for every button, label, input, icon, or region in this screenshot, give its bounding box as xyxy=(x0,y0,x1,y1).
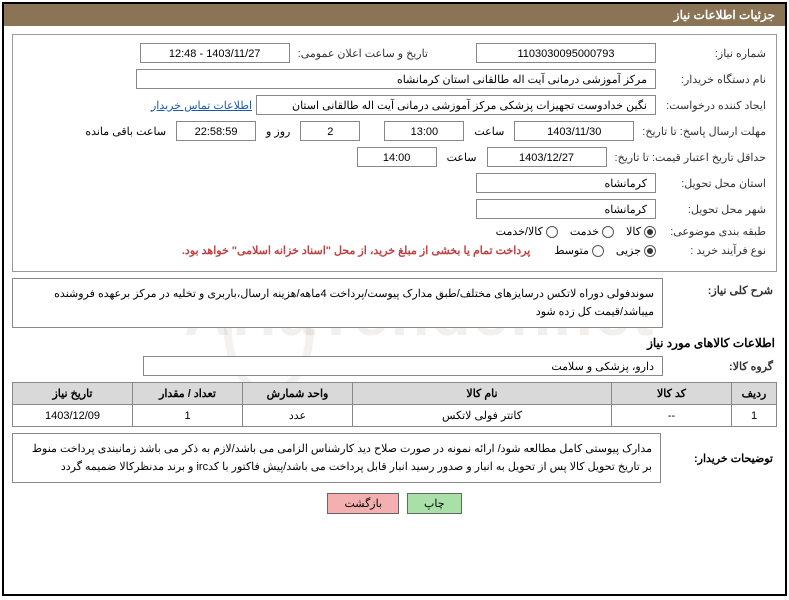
th-row: ردیف xyxy=(732,383,777,405)
items-table: ردیف کد کالا نام کالا واحد شمارش تعداد /… xyxy=(12,382,777,427)
category-radio-group: کالا خدمت کالا/خدمت xyxy=(496,225,656,238)
row-category: طبقه بندی موضوعی: کالا خدمت کالا/خدمت xyxy=(19,225,770,238)
deadline-label: مهلت ارسال پاسخ: تا تاریخ: xyxy=(638,125,770,138)
row-delivery-city: شهر محل تحویل: کرمانشاه xyxy=(19,199,770,219)
cell-unit: عدد xyxy=(243,405,353,427)
time-label-1: ساعت xyxy=(468,125,510,138)
process-label: نوع فرآیند خرید : xyxy=(660,244,770,257)
row-requester: ایجاد کننده درخواست: نگین خدادوست تجهیزا… xyxy=(19,95,770,115)
radio-goods-service-label: کالا/خدمت xyxy=(496,225,543,238)
row-validity: حداقل تاریخ اعتبار قیمت: تا تاریخ: 1403/… xyxy=(19,147,770,167)
radio-goods-service[interactable]: کالا/خدمت xyxy=(496,225,558,238)
button-row: چاپ بازگشت xyxy=(12,493,777,514)
delivery-city-value: کرمانشاه xyxy=(476,199,656,219)
validity-label: حداقل تاریخ اعتبار قیمت: تا تاریخ: xyxy=(611,151,770,164)
cell-date: 1403/12/09 xyxy=(13,405,133,427)
row-description: شرح کلی نیاز: سوندفولی دوراه لاتکس درسای… xyxy=(12,278,777,328)
radio-goods[interactable]: کالا xyxy=(626,225,656,238)
buyer-notes-label: توضیحات خریدار: xyxy=(667,433,777,483)
radio-medium[interactable]: متوسط xyxy=(554,244,604,257)
cell-name: کاتتر فولی لاتکس xyxy=(353,405,612,427)
announce-label: تاریخ و ساعت اعلان عمومی: xyxy=(294,47,432,60)
announce-value: 1403/11/27 - 12:48 xyxy=(140,43,290,63)
row-buyer-notes: توضیحات خریدار: مدارک پیوستی کامل مطالعه… xyxy=(12,433,777,483)
th-name: نام کالا xyxy=(353,383,612,405)
payment-note: پرداخت تمام یا بخشی از مبلغ خرید، از محل… xyxy=(182,244,530,257)
row-process: نوع فرآیند خرید : جزیی متوسط پرداخت تمام… xyxy=(19,244,770,257)
main-form-section: شماره نیاز: 1103030095000793 تاریخ و ساع… xyxy=(12,34,777,272)
radio-medium-label: متوسط xyxy=(554,244,589,257)
need-no-value: 1103030095000793 xyxy=(476,43,656,63)
items-header-row: ردیف کد کالا نام کالا واحد شمارش تعداد /… xyxy=(13,383,777,405)
th-date: تاریخ نیاز xyxy=(13,383,133,405)
buyer-org-label: نام دستگاه خریدار: xyxy=(660,73,770,86)
radio-goods-label: کالا xyxy=(626,225,641,238)
items-thead: ردیف کد کالا نام کالا واحد شمارش تعداد /… xyxy=(13,383,777,405)
back-button[interactable]: بازگشت xyxy=(327,493,399,514)
row-need-number: شماره نیاز: 1103030095000793 تاریخ و ساع… xyxy=(19,43,770,63)
radio-service-label: خدمت xyxy=(570,225,599,238)
buyer-contact-link[interactable]: اطلاعات تماس خریدار xyxy=(151,99,252,112)
th-qty: تعداد / مقدار xyxy=(133,383,243,405)
title-text: جزئیات اطلاعات نیاز xyxy=(674,8,775,22)
radio-partial-label: جزیی xyxy=(616,244,641,257)
deadline-date: 1403/11/30 xyxy=(514,121,634,141)
th-code: کد کالا xyxy=(612,383,732,405)
delivery-prov-label: استان محل تحویل: xyxy=(660,177,770,190)
days-and-label: روز و xyxy=(260,125,296,138)
table-row: 1 -- کاتتر فولی لاتکس عدد 1 1403/12/09 xyxy=(13,405,777,427)
requester-label: ایجاد کننده درخواست: xyxy=(660,99,770,112)
remaining-label: ساعت باقی مانده xyxy=(79,125,172,138)
validity-time: 14:00 xyxy=(357,147,437,167)
category-label: طبقه بندی موضوعی: xyxy=(660,225,770,238)
goods-group-value: دارو، پزشکی و سلامت xyxy=(143,356,663,376)
buyer-notes-text: مدارک پیوستی کامل مطالعه شود/ ارائه نمون… xyxy=(12,433,661,483)
time-label-2: ساعت xyxy=(441,151,483,164)
description-text: سوندفولی دوراه لاتکس درسایزهای مختلف/طبق… xyxy=(12,278,663,328)
title-bar: جزئیات اطلاعات نیاز xyxy=(4,4,785,26)
print-button[interactable]: چاپ xyxy=(407,493,462,514)
content-area: AriaTender.net شماره نیاز: 1103030095000… xyxy=(4,26,785,522)
requester-value: نگین خدادوست تجهیزات پزشکی مرکز آموزشی د… xyxy=(256,95,656,115)
row-delivery-province: استان محل تحویل: کرمانشاه xyxy=(19,173,770,193)
cell-qty: 1 xyxy=(133,405,243,427)
row-deadline: مهلت ارسال پاسخ: تا تاریخ: 1403/11/30 سا… xyxy=(19,121,770,141)
delivery-city-label: شهر محل تحویل: xyxy=(660,203,770,216)
radio-goods-icon xyxy=(644,226,656,238)
goods-heading: اطلاعات کالاهای مورد نیاز xyxy=(14,336,775,350)
radio-goods-service-icon xyxy=(546,226,558,238)
radio-service[interactable]: خدمت xyxy=(570,225,614,238)
description-label: شرح کلی نیاز: xyxy=(667,278,777,297)
radio-partial-icon xyxy=(644,245,656,257)
cell-code: -- xyxy=(612,405,732,427)
window-frame: جزئیات اطلاعات نیاز AriaTender.net شماره… xyxy=(2,2,787,596)
validity-date: 1403/12/27 xyxy=(487,147,607,167)
countdown-time: 22:58:59 xyxy=(176,121,256,141)
days-remaining: 2 xyxy=(300,121,360,141)
radio-partial[interactable]: جزیی xyxy=(616,244,656,257)
goods-group-label: گروه کالا: xyxy=(667,360,777,373)
row-buyer-org: نام دستگاه خریدار: مرکز آموزشی درمانی آی… xyxy=(19,69,770,89)
need-no-label: شماره نیاز: xyxy=(660,47,770,60)
items-tbody: 1 -- کاتتر فولی لاتکس عدد 1 1403/12/09 xyxy=(13,405,777,427)
delivery-prov-value: کرمانشاه xyxy=(476,173,656,193)
th-unit: واحد شمارش xyxy=(243,383,353,405)
radio-service-icon xyxy=(602,226,614,238)
radio-medium-icon xyxy=(592,245,604,257)
process-radio-group: جزیی متوسط xyxy=(554,244,656,257)
deadline-time: 13:00 xyxy=(384,121,464,141)
cell-row: 1 xyxy=(732,405,777,427)
row-goods-group: گروه کالا: دارو، پزشکی و سلامت xyxy=(12,356,777,376)
buyer-org-value: مرکز آموزشی درمانی آیت اله طالقانی استان… xyxy=(136,69,656,89)
